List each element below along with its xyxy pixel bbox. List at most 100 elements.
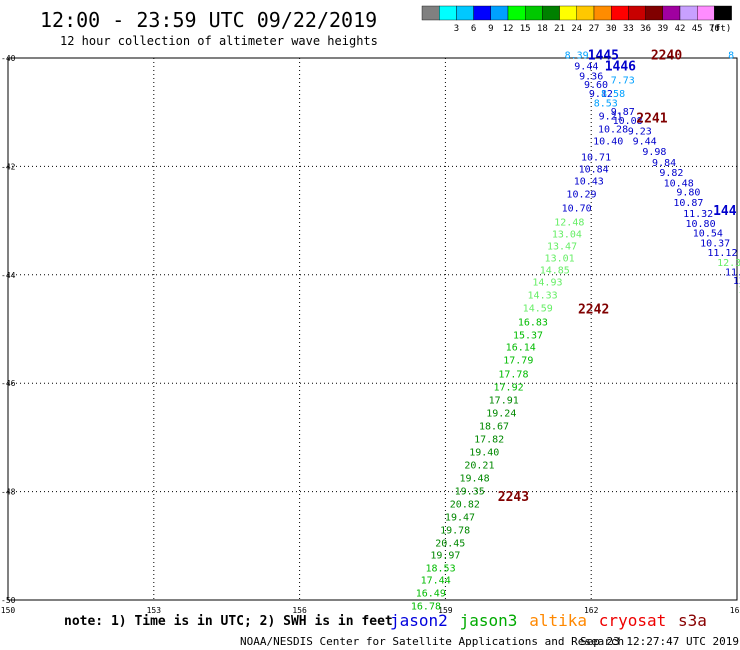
scale-swatch bbox=[525, 5, 543, 21]
page-title: 12:00 - 23:59 UTC 09/22/2019 bbox=[40, 8, 377, 32]
longitude-tick-label: 153 bbox=[147, 606, 162, 615]
latitude-tick-label: -42 bbox=[1, 162, 16, 171]
wave-height-point: 10.84 bbox=[579, 165, 609, 176]
pass-time-label: 2240 bbox=[651, 49, 682, 64]
scale-swatch bbox=[628, 5, 646, 21]
wave-height-point: 10.70 bbox=[562, 204, 592, 215]
wave-height-point: 9.44 bbox=[633, 136, 657, 147]
latitude-tick-label: -44 bbox=[1, 271, 16, 280]
wave-height-point: 19.40 bbox=[469, 447, 499, 458]
wave-height-point: 9.98 bbox=[642, 147, 666, 158]
scale-tick-label: 18 bbox=[537, 24, 548, 34]
scale-swatch bbox=[611, 5, 629, 21]
wave-height-point: 8 bbox=[728, 51, 734, 62]
scale-swatch bbox=[507, 5, 526, 21]
pass-time-label: 144 bbox=[713, 204, 737, 219]
wave-height-point: 13.04 bbox=[552, 230, 582, 241]
wave-height-point: 11.12 bbox=[707, 248, 737, 259]
wave-height-point: 9.87 bbox=[611, 107, 635, 118]
scale-tick-label: 24 bbox=[571, 24, 582, 34]
scale-tick-label: 12 bbox=[503, 24, 514, 34]
wave-height-point: 17.78 bbox=[498, 369, 528, 380]
pass-time-label: 2242 bbox=[578, 302, 609, 317]
wave-height-point: 19.35 bbox=[455, 487, 485, 498]
wave-height-point: 17.79 bbox=[503, 355, 533, 366]
scale-swatch bbox=[421, 5, 440, 21]
scale-tick-label: 33 bbox=[623, 24, 634, 34]
wave-height-point: 11.32 bbox=[683, 209, 713, 220]
wave-height-point: 15.37 bbox=[513, 330, 543, 341]
wave-height-point: 10.08 bbox=[613, 116, 643, 127]
scale-tick-label: 39 bbox=[657, 24, 668, 34]
wave-height-point: 9.12 bbox=[589, 89, 613, 100]
wave-height-point: 9.36 bbox=[579, 71, 603, 82]
satellite-legend: jason2 jason3 altika cryosat s3a bbox=[390, 611, 707, 630]
wave-height-point: 14.59 bbox=[523, 303, 553, 314]
scale-swatch bbox=[593, 5, 612, 21]
pass-time-label: 2243 bbox=[498, 490, 529, 505]
pass-time-label: 1445 bbox=[588, 49, 619, 64]
wave-height-point: 20.45 bbox=[435, 539, 465, 550]
wave-height-point: 10.48 bbox=[664, 179, 694, 190]
wave-height-point: 10.37 bbox=[700, 238, 730, 249]
scale-tick-label: 70 bbox=[709, 24, 720, 34]
wave-height-readings: 8.39 89.449.36 7.739.609.128.588.539.879.2… bbox=[411, 51, 740, 613]
wave-height-point: 8.53 bbox=[594, 98, 618, 109]
longitude-tick-label: 150 bbox=[1, 606, 16, 615]
wave-height-point: 18.53 bbox=[425, 563, 455, 574]
wave-height-point: 10.71 bbox=[581, 153, 611, 164]
scale-swatch bbox=[662, 5, 681, 21]
wave-height-point: 16.49 bbox=[416, 588, 446, 599]
scale-tick-label: 42 bbox=[675, 24, 686, 34]
longitude-tick-label: 165 bbox=[730, 606, 740, 615]
latitude-tick-label: -46 bbox=[1, 379, 16, 388]
latitude-tick-label: -48 bbox=[1, 488, 16, 497]
wave-height-point: 16.83 bbox=[518, 317, 548, 328]
wave-height-point: 9.84 bbox=[652, 158, 676, 169]
wave-height-point: 11.0 bbox=[725, 268, 740, 279]
wave-height-point: 17.92 bbox=[494, 382, 524, 393]
wave-height-point: 14.33 bbox=[528, 290, 558, 301]
wave-height-point: 12.48 bbox=[554, 218, 584, 229]
scale-swatch bbox=[542, 5, 560, 21]
pass-time-label: 2241 bbox=[636, 112, 667, 127]
wave-height-point: 16.78 bbox=[411, 601, 441, 612]
latitude-labels: -40 -42 -44 -46 -48 -50 bbox=[1, 54, 16, 605]
footer-note: note: 1) Time is in UTC; 2) SWH is in fe… bbox=[64, 614, 393, 629]
wave-height-point: 19.48 bbox=[460, 474, 490, 485]
wave-height-point: 12.33 bbox=[717, 258, 740, 269]
scale-swatch bbox=[490, 5, 509, 21]
scale-swatch bbox=[559, 5, 577, 21]
footer-timestamp: Sep 23 12:27:47 UTC 2019 bbox=[580, 635, 739, 648]
scale-swatch bbox=[697, 5, 715, 21]
wave-height-point: 19.47 bbox=[445, 513, 475, 524]
wave-height-point: 17.44 bbox=[421, 575, 451, 586]
wave-height-point: 8.39 bbox=[565, 51, 589, 62]
wave-height-point: 14.85 bbox=[540, 265, 570, 276]
scale-unit-label: (ft) bbox=[710, 24, 732, 34]
wave-height-point: 9.82 bbox=[659, 168, 683, 179]
map-grid bbox=[8, 58, 737, 600]
scale-tick-label: 6 bbox=[471, 24, 476, 34]
scale-swatch bbox=[473, 5, 492, 21]
wave-height-point: 19.24 bbox=[486, 408, 516, 419]
wave-height-point: 13.01 bbox=[545, 253, 575, 264]
scale-swatch bbox=[439, 5, 457, 21]
scale-swatch bbox=[645, 5, 663, 21]
satellite-legend-altika: altika bbox=[529, 611, 587, 630]
satellite-legend-cryosat: cryosat bbox=[599, 611, 666, 630]
wave-height-point: 9.23 bbox=[628, 127, 652, 138]
wave-height-point: 14.93 bbox=[532, 277, 562, 288]
longitude-tick-label: 156 bbox=[292, 606, 307, 615]
wave-height-point: 9.60 bbox=[584, 80, 608, 91]
satellite-legend-jason2: jason2 bbox=[390, 611, 448, 630]
scale-swatch bbox=[714, 5, 732, 21]
wave-height-point: 20.82 bbox=[450, 500, 480, 511]
map-frame bbox=[7, 57, 738, 601]
satellite-legend-jason3: jason3 bbox=[460, 611, 518, 630]
scale-tick-label: 36 bbox=[640, 24, 651, 34]
longitude-tick-label: 159 bbox=[438, 606, 453, 615]
satellite-legend-s3a: s3a bbox=[678, 611, 707, 630]
wave-height-point: 9.21 bbox=[599, 111, 623, 122]
